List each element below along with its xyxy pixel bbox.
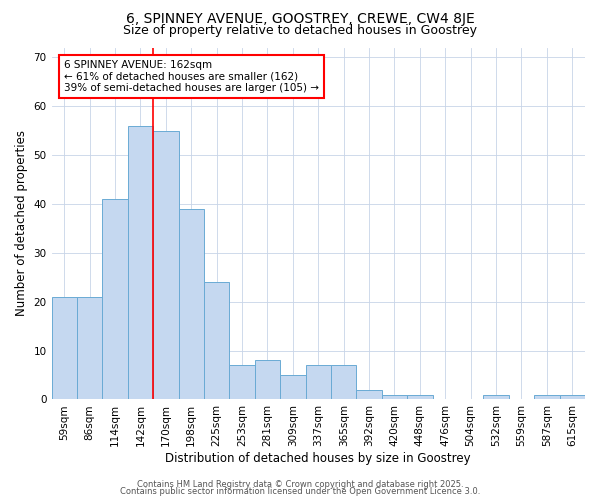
Bar <box>356 390 382 400</box>
Bar <box>331 365 356 400</box>
Bar <box>407 394 433 400</box>
Bar <box>305 365 331 400</box>
Text: Contains HM Land Registry data © Crown copyright and database right 2025.: Contains HM Land Registry data © Crown c… <box>137 480 463 489</box>
Bar <box>382 394 407 400</box>
Text: Size of property relative to detached houses in Goostrey: Size of property relative to detached ho… <box>123 24 477 37</box>
Bar <box>77 297 103 400</box>
Bar <box>103 199 128 400</box>
Bar <box>204 282 229 400</box>
Bar <box>280 375 305 400</box>
Bar <box>255 360 280 400</box>
Bar <box>229 365 255 400</box>
Bar <box>52 297 77 400</box>
Text: Contains public sector information licensed under the Open Government Licence 3.: Contains public sector information licen… <box>120 487 480 496</box>
Text: 6 SPINNEY AVENUE: 162sqm
← 61% of detached houses are smaller (162)
39% of semi-: 6 SPINNEY AVENUE: 162sqm ← 61% of detach… <box>64 60 319 93</box>
X-axis label: Distribution of detached houses by size in Goostrey: Distribution of detached houses by size … <box>166 452 471 465</box>
Bar <box>534 394 560 400</box>
Y-axis label: Number of detached properties: Number of detached properties <box>15 130 28 316</box>
Bar <box>484 394 509 400</box>
Bar <box>560 394 585 400</box>
Bar <box>179 209 204 400</box>
Text: 6, SPINNEY AVENUE, GOOSTREY, CREWE, CW4 8JE: 6, SPINNEY AVENUE, GOOSTREY, CREWE, CW4 … <box>125 12 475 26</box>
Bar <box>128 126 153 400</box>
Bar <box>153 130 179 400</box>
